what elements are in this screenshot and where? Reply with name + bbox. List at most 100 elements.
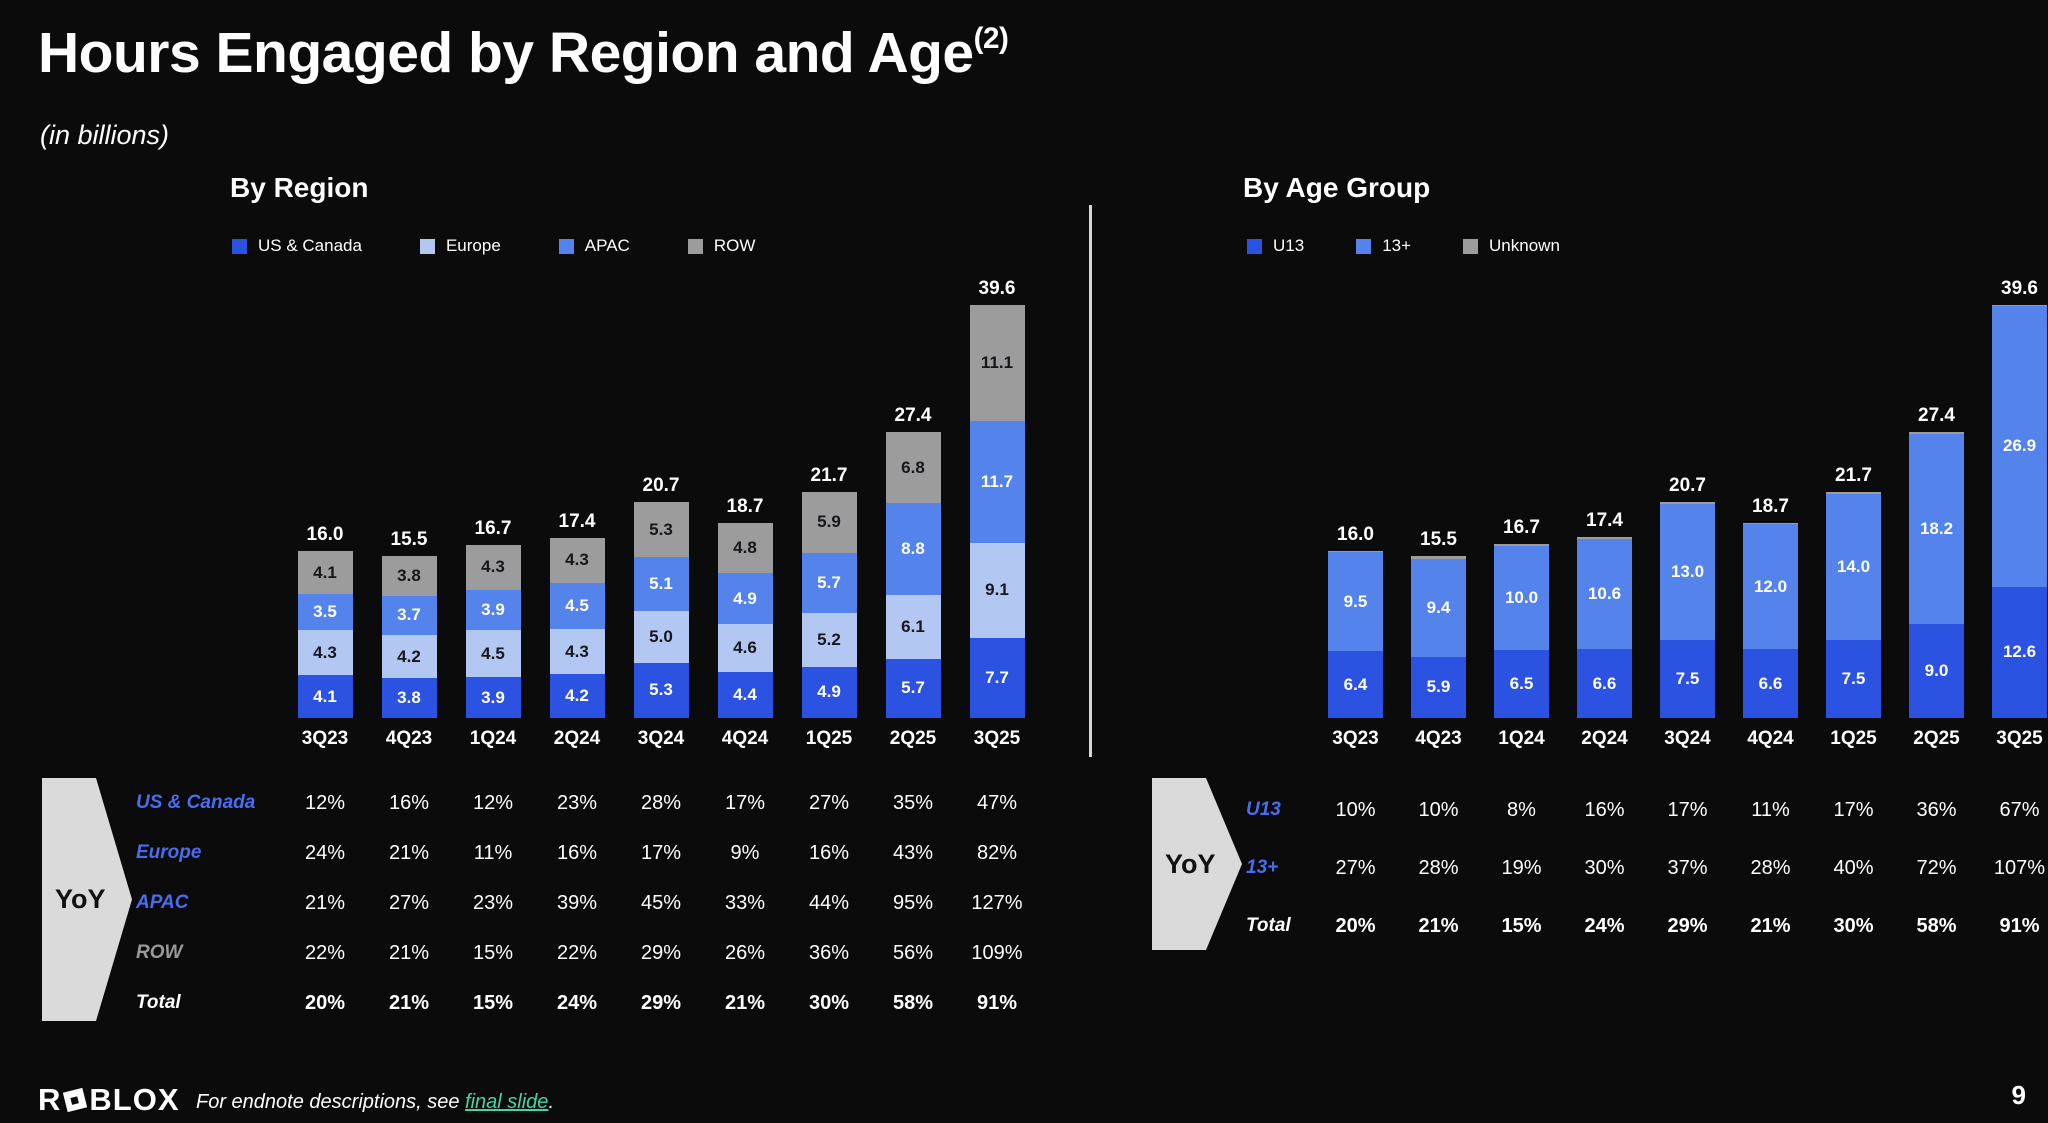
bar-segment: 5.9	[1411, 656, 1466, 718]
yoy-cell: 26%	[724, 941, 766, 964]
bar-segment: 7.7	[969, 637, 1025, 718]
bar-segment: 4.2	[381, 634, 437, 679]
yoy-cell: 107%	[1993, 856, 2046, 879]
yoy-row: US & Canada 12% 16% 12% 23% 28% 17% 27% 35% 47%	[130, 778, 1039, 828]
yoy-cell: 37%	[1667, 856, 1708, 879]
chart-column: 20.7 7.5 13.0 3Q24	[1646, 273, 1729, 749]
bar-segment: 5.0	[633, 610, 689, 663]
yoy-cell: 39%	[556, 891, 598, 914]
legend-item: ROW	[687, 236, 755, 256]
bar-segment	[1909, 432, 1964, 435]
bar-segment: 13.0	[1660, 504, 1715, 640]
bar-category-label: 1Q24	[1498, 728, 1545, 749]
roblox-square-icon	[63, 1087, 88, 1113]
bar-segment: 9.4	[1411, 558, 1466, 657]
yoy-row-label: Total	[1246, 915, 1291, 936]
yoy-cell: 36%	[1916, 798, 1957, 821]
bar-category-label: 3Q24	[637, 728, 685, 749]
bar-segment: 6.8	[885, 432, 941, 504]
bar-stack: 9.0 18.2	[1909, 432, 1964, 718]
chart-column: 21.7 4.9 5.2 5.7 5.9 1Q25	[787, 273, 871, 749]
bar-category-label: 2Q24	[1581, 728, 1628, 749]
bar-category-label: 2Q25	[1913, 728, 1960, 749]
bar-stack: 3.9 4.5 3.9 4.3	[465, 544, 521, 718]
bar-segment: 4.5	[549, 582, 605, 630]
legend-swatch	[232, 238, 247, 254]
yoy-cell: 40%	[1833, 856, 1874, 879]
yoy-cell: 43%	[892, 841, 934, 864]
yoy-cell: 45%	[640, 891, 682, 914]
yoy-row: Total 20% 21% 15% 24% 29% 21% 30% 58% 91%	[130, 978, 1039, 1028]
bar-stack: 7.7 9.1 11.7 11.1	[969, 305, 1025, 718]
yoy-cell: 17%	[640, 841, 682, 864]
bar-segment	[1992, 305, 2047, 307]
bar-segment: 14.0	[1826, 493, 1881, 640]
bar-segment: 6.6	[1743, 649, 1798, 718]
yoy-cell: 95%	[892, 891, 934, 914]
chart-column: 18.7 4.4 4.6 4.9 4.8 4Q24	[703, 273, 787, 749]
yoy-cell: 21%	[1418, 914, 1459, 937]
legend-label: APAC	[584, 236, 630, 255]
yoy-cell: 21%	[1750, 914, 1791, 937]
yoy-table-region: US & Canada 12% 16% 12% 23% 28% 17% 27% 35% 47% Eu…	[130, 778, 1039, 1028]
chart-column: 39.6 12.6 26.9 3Q25	[1978, 273, 2048, 749]
bar-stack: 5.3 5.0 5.1 5.3	[633, 502, 689, 718]
bar-segment: 5.9	[801, 491, 857, 554]
yoy-cell: 72%	[1916, 856, 1957, 879]
bar-segment: 3.9	[465, 589, 521, 631]
bar-segment	[1328, 551, 1383, 553]
bar-stack: 6.6 12.0	[1743, 523, 1798, 718]
yoy-row-label: US & Canada	[136, 792, 256, 813]
bar-segment: 9.5	[1328, 552, 1383, 652]
yoy-row: ROW 22% 21% 15% 22% 29% 26% 36% 56% 109%	[130, 928, 1039, 978]
bar-stack: 5.7 6.1 8.8 6.8	[885, 432, 941, 718]
bar-segment: 4.4	[717, 672, 773, 718]
chart-column: 17.4 6.6 10.6 2Q24	[1563, 273, 1646, 749]
yoy-cell: 30%	[1833, 914, 1874, 937]
footer-link[interactable]: final slide	[465, 1091, 549, 1113]
yoy-cell: 16%	[556, 841, 598, 864]
chart-column: 15.5 3.8 4.2 3.7 3.8 4Q23	[367, 273, 451, 749]
yoy-cell: 10%	[1335, 798, 1376, 821]
bar-segment: 11.7	[969, 420, 1025, 543]
bar-total-label: 18.7	[726, 495, 764, 517]
bar-stack: 3.8 4.2 3.7 3.8	[381, 556, 437, 718]
bar-total-label: 18.7	[1752, 496, 1789, 518]
yoy-cell: 27%	[1335, 856, 1376, 879]
bar-segment: 7.5	[1826, 639, 1881, 718]
chart-column: 20.7 5.3 5.0 5.1 5.3 3Q24	[619, 273, 703, 749]
bar-segment	[1494, 543, 1549, 546]
bar-segment: 5.3	[633, 662, 689, 718]
chart-column: 21.7 7.5 14.0 1Q25	[1812, 273, 1895, 749]
chart-title-by-region: By Region	[230, 172, 369, 203]
yoy-cell: 127%	[971, 891, 1023, 914]
yoy-row: 13+ 27% 28% 19% 30% 37% 28% 40% 72% 107%	[1240, 839, 2048, 897]
yoy-cell: 21%	[724, 991, 766, 1014]
logo-text-prefix: R	[38, 1082, 62, 1117]
yoy-cell: 91%	[976, 991, 1018, 1014]
yoy-cell: 28%	[1418, 856, 1459, 879]
bar-segment: 9.1	[969, 542, 1025, 638]
bar-total-label: 39.6	[978, 278, 1016, 300]
yoy-cell: 16%	[1584, 798, 1625, 821]
bar-total-label: 17.4	[558, 510, 596, 532]
chart-column: 27.4 9.0 18.2 2Q25	[1895, 273, 1978, 749]
chart-column: 16.7 3.9 4.5 3.9 4.3 1Q24	[451, 273, 535, 749]
bar-category-label: 3Q24	[1664, 728, 1711, 749]
bar-segment: 6.1	[885, 594, 941, 659]
bar-segment: 6.5	[1494, 650, 1549, 718]
bar-total-label: 20.7	[642, 475, 680, 497]
chart-column: 39.6 7.7 9.1 11.7 11.1 3Q25	[955, 273, 1039, 749]
bar-segment: 10.0	[1494, 545, 1549, 651]
bar-segment	[1743, 523, 1798, 525]
bar-category-label: 3Q23	[301, 728, 349, 749]
legend-swatch	[1247, 238, 1262, 254]
bar-segment: 4.8	[717, 522, 773, 574]
logo-text-suffix: BLOX	[89, 1082, 180, 1117]
yoy-arrow-label: YoY	[1165, 848, 1216, 879]
roblox-logo: R BLOX	[38, 1082, 180, 1118]
bar-segment: 3.9	[465, 677, 521, 718]
yoy-cell: 10%	[1418, 798, 1459, 821]
legend-item: U13	[1247, 236, 1304, 256]
